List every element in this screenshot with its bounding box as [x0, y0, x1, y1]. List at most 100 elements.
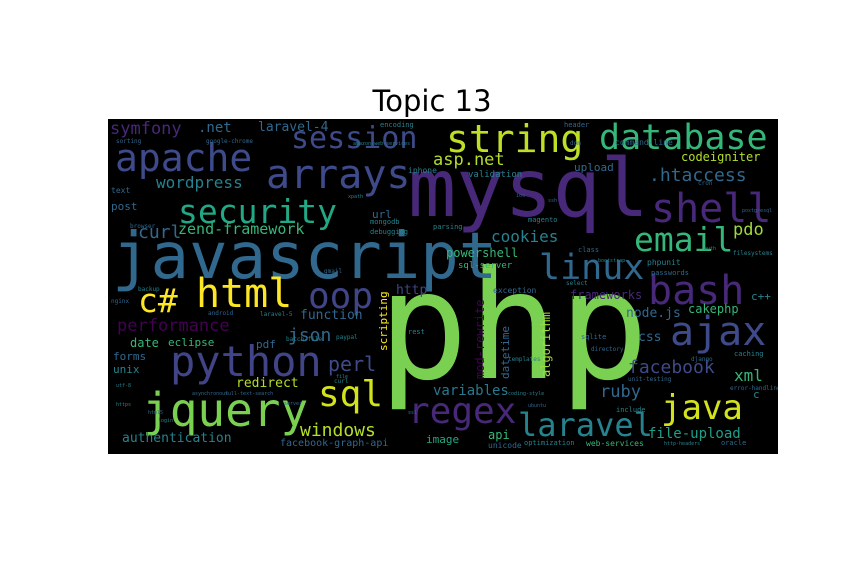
word-ios: ios [516, 193, 526, 199]
word-javascript: javascript [112, 220, 498, 294]
word-parsing: parsing [433, 223, 463, 231]
word-performance: performance [117, 316, 230, 336]
word-algorithm: algorithm [539, 311, 553, 377]
word-php: php [378, 240, 649, 414]
word-laravel-5: laravel-5 [260, 311, 293, 318]
word-encoding: encoding [380, 121, 414, 129]
word-utf-8: utf-8 [116, 383, 132, 389]
word-cron: cron [698, 180, 713, 187]
word-shell: shell [651, 186, 772, 232]
word-arrays: arrays [266, 152, 411, 198]
word-wordpress: wordpress [156, 173, 243, 192]
word-aspnet: asp.net [433, 150, 505, 170]
word-cpp: c++ [751, 290, 771, 303]
word-nodejs: node.js [626, 306, 681, 321]
word-caching: caching [734, 350, 764, 358]
word-forms: forms [113, 350, 147, 363]
word-python: python [170, 337, 322, 386]
word-validation: validation [468, 170, 523, 180]
word-directory: directory [591, 346, 624, 353]
word-cakephp: cakephp [688, 302, 739, 316]
word-session: session [291, 121, 418, 156]
word-function: function [300, 308, 363, 323]
word-symfony: symfony [110, 119, 182, 139]
word-eclipse: eclipse [168, 336, 215, 349]
word-csharp: c# [138, 281, 178, 320]
word-coding-style: coding-style [508, 391, 545, 397]
word-linux: linux [539, 248, 645, 288]
word-mod-rewrite: mod-rewrite [473, 299, 487, 379]
word-facebook: facebook [628, 357, 715, 378]
word-ssl: ssl [408, 410, 418, 416]
word-java: java [661, 388, 743, 428]
word-web-services: web-services [586, 439, 644, 448]
figure-title: Topic 13 [372, 84, 492, 118]
word-css: css [638, 330, 662, 345]
word-cloud: php mysql javascript jquery apache sessi… [108, 119, 778, 454]
word-rest: rest [408, 328, 425, 336]
word-jquery: jquery [142, 383, 309, 437]
word-redirect: redirect [236, 376, 299, 391]
word-magento: magento [528, 216, 558, 224]
word-error-handling: error-handling [730, 385, 778, 392]
word-cookies: cookies [491, 227, 559, 246]
word-laravel-4: laravel-4 [258, 120, 329, 135]
word-include: include [616, 406, 646, 414]
word-curl: curl [138, 222, 182, 243]
word-header: header [564, 121, 590, 129]
word-paypal: paypal [336, 334, 358, 341]
word-codeigniter: codeigniter [681, 150, 761, 164]
word-database: database [599, 119, 768, 158]
word-bootstrap: bootstrap [598, 258, 626, 264]
word-templates: templates [508, 356, 541, 363]
word-debugging: debugging [370, 228, 408, 236]
word-text: text [111, 186, 131, 195]
word-django: django [691, 356, 713, 363]
word-api: api [488, 428, 510, 442]
word-html: html [196, 271, 293, 317]
word-http-headers: http-headers [664, 441, 701, 447]
word-string: string [446, 119, 584, 161]
word-smtp: smtp [398, 273, 411, 279]
word-regex: regex [408, 391, 517, 432]
word-gmail: gmail [324, 268, 343, 275]
word-security: security [178, 192, 337, 231]
word-facebook-graph-api: facebook-graph-api [280, 438, 389, 449]
word-ssh: ssh [548, 198, 558, 204]
word-unit-testing: unit-testing [628, 376, 672, 383]
word-select: select [566, 280, 588, 287]
word-nginx: nginx [111, 298, 130, 305]
word-powershell: powershell [446, 246, 519, 260]
word-zend-framework: zend-framework [178, 220, 305, 238]
word-json: json [288, 325, 332, 346]
word-date: date [130, 336, 159, 350]
word-login: login [158, 418, 174, 424]
word-sql: sql [318, 374, 384, 415]
word-windows: windows [300, 420, 376, 441]
word-http: http [396, 283, 428, 298]
word-html5: html5 [148, 410, 164, 416]
word-google-chrome: google-chrome [206, 138, 253, 145]
word-image: image [426, 433, 460, 446]
word-email: email [634, 220, 734, 259]
word-browser: browser [130, 223, 156, 230]
word-auth: auth [704, 246, 717, 252]
word-amazon-web-services: amazon-web-services [353, 141, 411, 147]
word-file: file [336, 374, 349, 380]
word-dom: dom [570, 140, 581, 147]
word-unicode: unicode [488, 441, 522, 450]
word-exception: exception [493, 286, 537, 295]
word-sorting: sorting [116, 138, 142, 145]
word-https: https [116, 402, 132, 408]
word-bash: bash [648, 268, 745, 314]
word-laravel: laravel [518, 406, 653, 444]
word-iphone: iphone [408, 166, 437, 175]
word-xml: xml [734, 366, 763, 385]
word-filesystems: filesystems [733, 250, 773, 257]
word-file-upload: file-upload [648, 426, 741, 442]
word-sqlite: sqlite [581, 333, 607, 341]
word-phpunit: phpunit [647, 258, 681, 267]
word-dotnet: .net [198, 120, 232, 136]
word-asynchronous: asynchronous [192, 391, 229, 397]
word-command-line: command-line [615, 138, 673, 147]
